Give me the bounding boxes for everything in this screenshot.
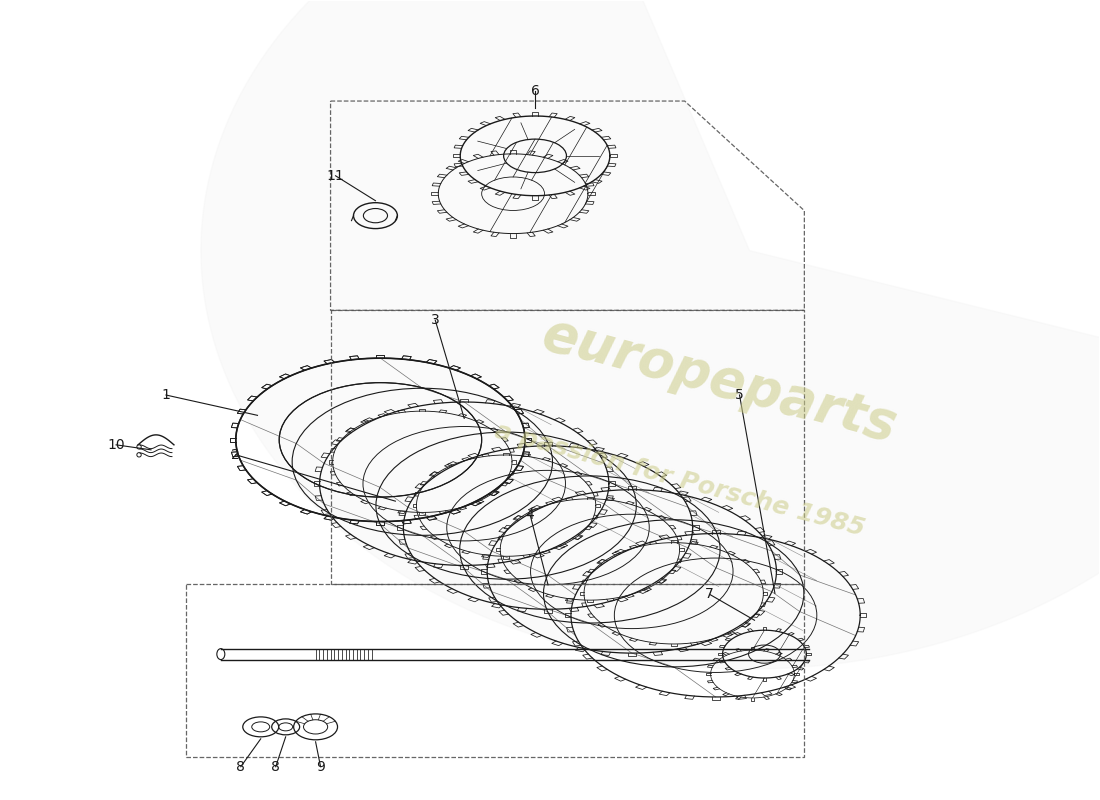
Text: 10: 10 (108, 438, 125, 452)
Text: 5: 5 (735, 388, 744, 402)
Text: a passion for Porsche 1985: a passion for Porsche 1985 (492, 418, 867, 541)
Text: europeparts: europeparts (537, 308, 903, 453)
Polygon shape (201, 0, 1100, 669)
Text: 9: 9 (316, 760, 324, 774)
Text: 6: 6 (530, 84, 539, 98)
Text: 7: 7 (705, 587, 714, 602)
Text: 4: 4 (526, 508, 535, 522)
Text: 2: 2 (231, 448, 240, 462)
Text: 1: 1 (162, 388, 170, 402)
Text: 8: 8 (272, 760, 280, 774)
Text: 11: 11 (327, 169, 344, 182)
Ellipse shape (217, 649, 224, 659)
Text: 8: 8 (236, 760, 245, 774)
Text: 3: 3 (431, 314, 440, 327)
